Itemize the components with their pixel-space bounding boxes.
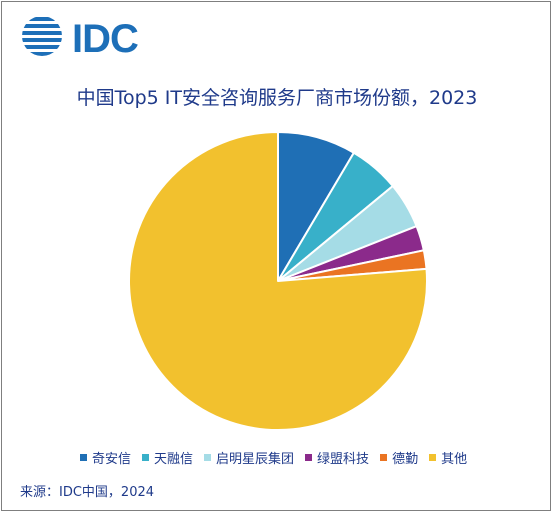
chart-title: 中国Top5 IT安全咨询服务厂商市场份额，2023 <box>76 87 478 109</box>
source-note: 来源：IDC中国，2024 <box>20 485 155 500</box>
legend-label: 德勤 <box>392 452 419 467</box>
legend-swatch <box>142 454 150 461</box>
legend: 奇安信 天融信 启明星辰集团 绿盟科技 德勤 其他 <box>80 448 520 468</box>
legend-item-2: 天融信 <box>142 448 193 467</box>
legend-label: 奇安信 <box>92 452 132 467</box>
legend-item-4: 绿盟科技 <box>305 448 369 467</box>
legend-swatch <box>305 454 313 461</box>
legend-label: 天融信 <box>154 452 194 467</box>
legend-item-1: 奇安信 <box>80 448 131 467</box>
legend-label: 启明星辰集团 <box>216 452 295 467</box>
legend-label: 其他 <box>441 452 468 467</box>
legend-item-3: 启明星辰集团 <box>204 448 294 467</box>
globe-icon <box>22 17 62 56</box>
legend-swatch <box>204 454 212 461</box>
legend-swatch <box>380 454 388 461</box>
pie-slice-6 <box>128 131 428 431</box>
legend-item-6: 其他 <box>429 448 467 467</box>
legend-swatch <box>429 454 437 461</box>
legend-swatch <box>80 454 87 461</box>
legend-label: 绿盟科技 <box>317 452 370 467</box>
logo-text: IDC <box>72 17 139 61</box>
idc-logo: IDC <box>20 14 150 64</box>
legend-item-5: 德勤 <box>380 448 418 467</box>
